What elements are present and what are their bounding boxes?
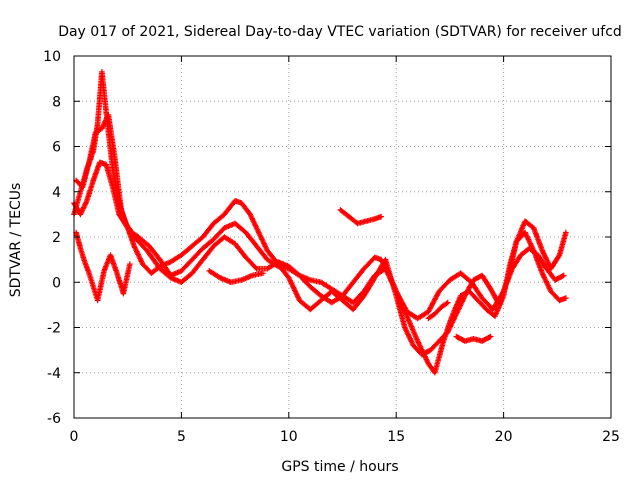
series-track-e bbox=[206, 268, 266, 285]
y-tick-label: 0 bbox=[52, 275, 61, 291]
y-tick-label: 2 bbox=[52, 230, 61, 246]
grid-lines bbox=[74, 56, 611, 418]
y-axis-label: SDTVAR / TECUs bbox=[8, 183, 24, 298]
series-track-b bbox=[73, 112, 569, 358]
y-tick-label: 6 bbox=[52, 140, 61, 156]
x-tick-label: 15 bbox=[387, 429, 405, 445]
data-point-markers bbox=[425, 299, 451, 322]
y-tick-label: 4 bbox=[52, 185, 61, 201]
series-track-f bbox=[337, 207, 384, 227]
data-point-markers bbox=[206, 268, 266, 285]
y-tick-label: -4 bbox=[47, 366, 61, 382]
y-tick-label: -6 bbox=[47, 411, 61, 427]
data-marks bbox=[71, 69, 569, 376]
data-point-markers bbox=[71, 69, 569, 376]
x-tick-label: 10 bbox=[280, 429, 298, 445]
series-track-g bbox=[425, 299, 451, 322]
series-track-h bbox=[453, 333, 494, 344]
y-tick-label: 10 bbox=[43, 49, 61, 65]
chart-title: Day 017 of 2021, Sidereal Day-to-day VTE… bbox=[58, 24, 622, 40]
y-tick-label: 8 bbox=[52, 94, 61, 110]
data-point-markers bbox=[453, 333, 494, 344]
series-track-a bbox=[71, 69, 569, 376]
axis-ticks: 0 5 10 15 20 25 -6 -4 -2 0 2 4 6 8 10 bbox=[43, 49, 620, 445]
x-tick-label: 0 bbox=[70, 429, 79, 445]
y-tick-label: -2 bbox=[47, 321, 61, 337]
x-tick-label: 20 bbox=[495, 429, 513, 445]
data-point-markers bbox=[73, 112, 569, 358]
x-tick-label: 5 bbox=[177, 429, 186, 445]
series-track-d bbox=[73, 229, 133, 304]
x-axis-label: GPS time / hours bbox=[281, 459, 398, 475]
x-tick-label: 25 bbox=[602, 429, 620, 445]
data-point-markers bbox=[73, 229, 133, 304]
data-point-markers bbox=[337, 207, 384, 227]
